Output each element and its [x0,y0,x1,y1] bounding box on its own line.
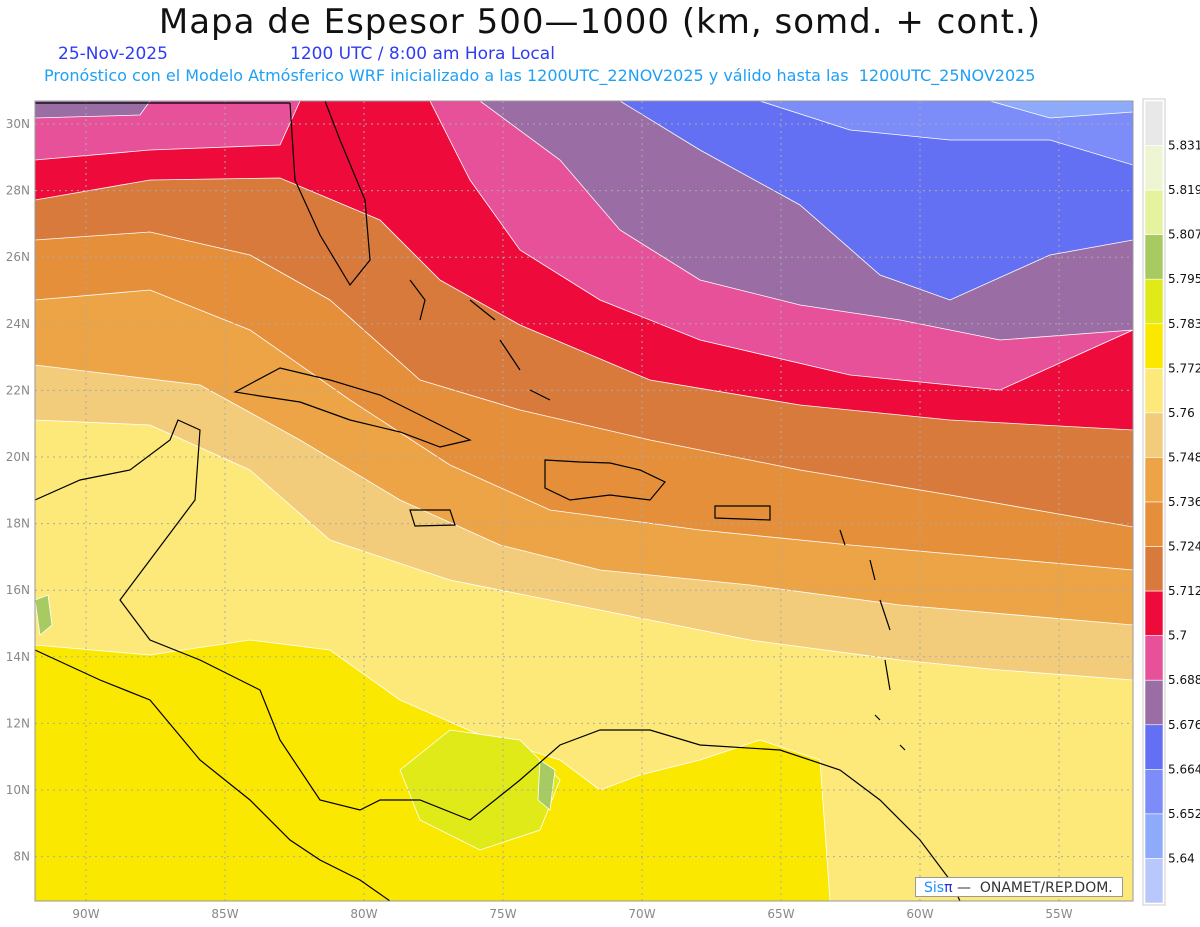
colorbar-swatch [1144,234,1164,280]
band-5.664-5.676 [619,101,1133,301]
lon-label: 75W [489,907,516,921]
colorbar-label: 5.783 [1168,317,1200,331]
credit-org: — ONAMET/REP.DOM. [952,880,1113,896]
lon-label: 70W [628,907,655,921]
map-frame [34,100,1134,902]
lon-label: 55W [1045,907,1072,921]
colorbar-swatch [1144,635,1164,681]
colorbar-label: 5.676 [1168,718,1200,732]
colorbar-swatch [1144,769,1164,815]
credit-pi: π [944,880,953,896]
colorbar-swatch [1144,724,1164,770]
colorbar-label: 5.712 [1168,584,1200,598]
lon-label: 85W [211,907,238,921]
colorbar-swatch [1144,189,1164,235]
cuba-coast [233,367,472,448]
lat-label: 12N [6,716,30,730]
axis-labels: 30N 28N 26N 24N 22N 20N 18N 16N 14N 12N 10N 8N 90W 85… [6,117,1073,921]
lat-label: 24N [6,317,30,331]
lat-label: 10N [6,783,30,797]
lon-label: 65W [767,907,794,921]
colorbar-label: 5.736 [1168,495,1200,509]
colorbar-swatch [1144,501,1164,547]
jamaica-coast [409,509,456,527]
lon-label: 60W [906,907,933,921]
colorbar-swatch [1144,546,1164,592]
colorbar: 5.831 5.819 5.807 5.795 5.783 5.772 5.76 5.748 5… [1142,98,1200,906]
florida-coast [35,101,371,287]
colorbar-swatch [1144,412,1164,458]
puerto-rico-coast [714,505,771,521]
colorbar-label: 5.76 [1168,406,1195,420]
central-america-coast [35,419,961,901]
lat-label: 16N [6,583,30,597]
colorbar-label: 5.652 [1168,807,1200,821]
colorbar-label: 5.819 [1168,183,1200,197]
credit-box: Sisπ — ONAMET/REP.DOM. [915,877,1123,897]
colorbar-label: 5.807 [1168,228,1200,242]
colorbar-label: 5.688 [1168,673,1200,687]
colorbar-label: 5.831 [1168,139,1200,153]
colorbar-swatch [1144,100,1164,146]
colorbar-label: 5.795 [1168,272,1200,286]
colorbar-swatch [1144,679,1164,726]
band-5.652-5.664 [759,101,1133,166]
band-5.640-5.652 [989,101,1133,119]
colorbar-swatch [1144,145,1164,191]
map-title: Mapa de Espesor 500—1000 (km, somd. + co… [158,2,1042,42]
lon-label: 90W [72,907,99,921]
colorbar-swatch [1144,323,1164,369]
lat-label: 18N [6,517,30,531]
coastlines [35,101,961,901]
colorbar-swatch [1144,590,1164,636]
lat-label: 30N [6,117,30,131]
pacific-coast [35,649,391,901]
lat-lon-grid [35,101,1133,901]
lat-label: 26N [6,250,30,264]
colorbar-label: 5.772 [1168,361,1200,375]
lon-label: 80W [350,907,377,921]
colorbar-label: 5.748 [1168,450,1200,464]
bahamas-coast [409,279,551,401]
colorbar-label: 5.664 [1168,762,1200,776]
lat-label: 14N [6,650,30,664]
colorbar-swatch [1144,457,1164,503]
credit-sis: Sis [924,880,945,896]
band-5.795-5.807 [35,594,556,811]
lesser-antilles [839,529,906,751]
lat-label: 22N [6,383,30,397]
colorbar-label: 5.7 [1168,629,1187,643]
forecast-subtitle: Pronóstico con el Modelo Atmósferico WRF… [44,66,1036,85]
colorbar-swatch [1144,858,1164,904]
colorbar-swatch [1144,368,1164,414]
lat-label: 8N [13,850,30,864]
colorbar-label: 5.724 [1168,540,1200,554]
lat-label: 20N [6,450,30,464]
colorbar-swatch [1144,813,1164,859]
forecast-date: 25-Nov-2025 [58,44,168,64]
colorbar-swatch [1144,278,1164,325]
forecast-time: 1200 UTC / 8:00 am Hora Local [290,44,555,64]
lat-label: 28N [6,184,30,198]
colorbar-label: 5.64 [1168,851,1195,865]
hispaniola-coast [544,459,666,501]
